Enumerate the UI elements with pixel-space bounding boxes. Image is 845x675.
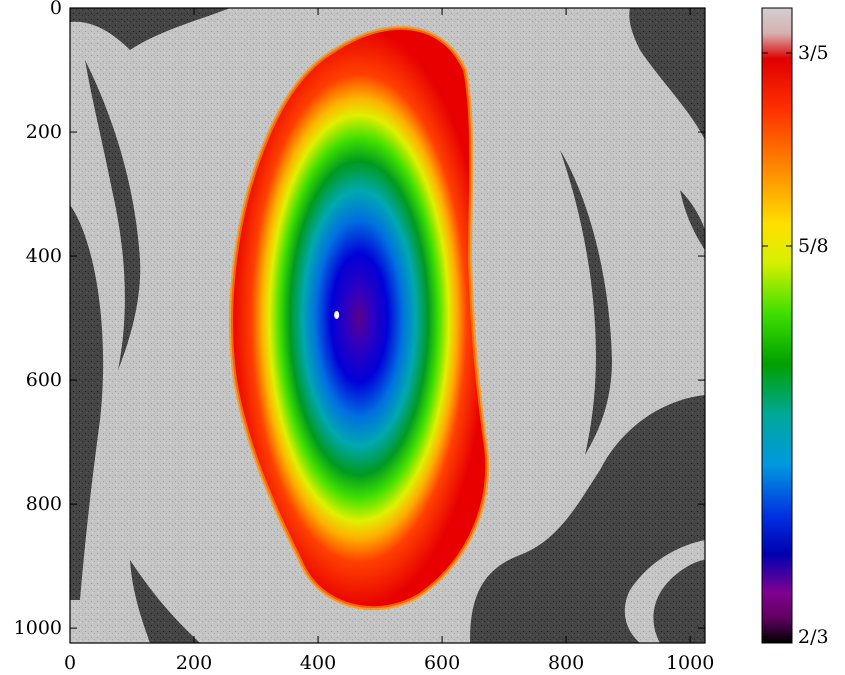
island-fringe <box>229 25 490 611</box>
x-tick-label: 600 <box>424 652 460 674</box>
colorbar-tick-label: 5/8 <box>798 235 829 257</box>
y-axis: 0 200 400 600 800 1000 <box>14 0 705 639</box>
colorbar-tick-label: 2/3 <box>798 626 829 648</box>
colorbar: 3/5 5/8 2/3 <box>761 7 829 648</box>
x-tick-label: 200 <box>176 652 212 674</box>
y-tick-label: 600 <box>26 369 62 391</box>
colorbar-ticks: 3/5 5/8 2/3 <box>762 42 829 648</box>
x-tick-label: 400 <box>300 652 336 674</box>
colorbar-gradient <box>761 7 793 644</box>
y-tick-label: 400 <box>26 245 62 267</box>
y-tick-label: 0 <box>50 0 62 19</box>
x-tick-label: 800 <box>548 652 584 674</box>
regular-island <box>231 27 488 609</box>
x-tick-label: 1000 <box>666 652 714 674</box>
y-tick-label: 800 <box>26 493 62 515</box>
island-center-point <box>334 310 340 319</box>
x-axis: 0 200 400 600 800 1000 <box>64 8 714 674</box>
y-tick-label: 1000 <box>14 617 62 639</box>
plot-area <box>70 8 705 643</box>
colorbar-tick-label: 3/5 <box>798 42 829 64</box>
y-tick-label: 200 <box>26 121 62 143</box>
x-tick-label: 0 <box>64 652 76 674</box>
plot-frame <box>69 7 706 644</box>
